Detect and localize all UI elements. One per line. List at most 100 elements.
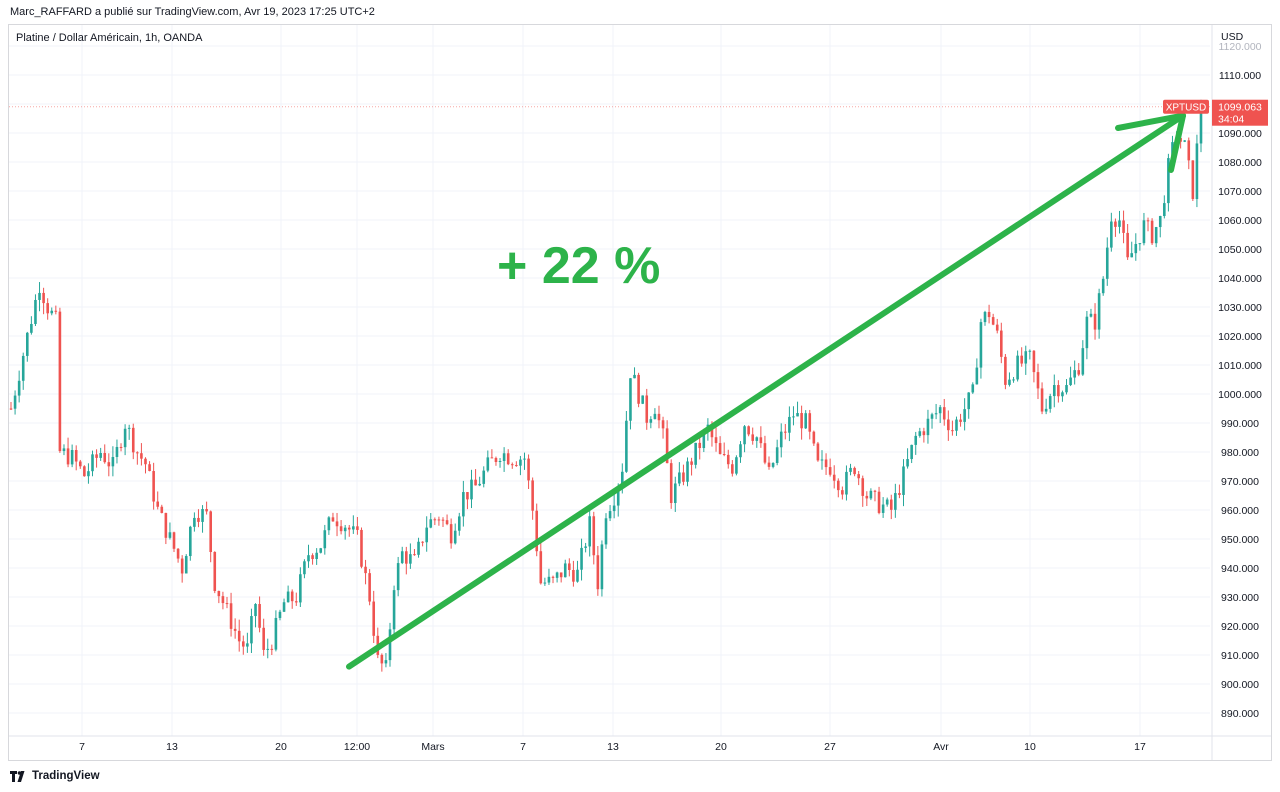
candle-body <box>225 603 229 605</box>
y-tick-label: 1010.000 <box>1218 360 1262 372</box>
footer-brand-text: TradingView <box>32 770 100 782</box>
candle-body <box>612 505 616 512</box>
candle-body <box>926 418 930 436</box>
candle-body <box>857 474 860 479</box>
candle-body <box>1150 220 1154 244</box>
candle-body <box>832 474 836 481</box>
candle-body <box>751 434 755 441</box>
candle-body <box>934 413 938 415</box>
candle-body <box>95 454 98 458</box>
candle-body <box>621 471 624 487</box>
candle-body <box>588 516 591 547</box>
candle-body <box>523 458 526 460</box>
candle-body <box>478 483 481 486</box>
candle-body <box>726 454 730 465</box>
candle-body <box>918 431 922 436</box>
x-tick-label: 27 <box>824 741 836 753</box>
candle-body <box>1057 385 1060 397</box>
candle-body <box>201 509 204 522</box>
candle-body <box>160 506 164 513</box>
candle-body <box>731 464 734 474</box>
candle-body <box>559 572 563 578</box>
axes: 890.000 900.000 910.000 920.000 930.000 940.0… <box>9 25 1271 760</box>
candle-body <box>180 558 184 574</box>
tradingview-logo-icon <box>10 770 25 782</box>
x-tick-label: 7 <box>79 741 85 753</box>
candle-body <box>197 517 200 522</box>
last-price-value: 1099.063 <box>1218 102 1262 114</box>
candle-body <box>1093 313 1097 330</box>
candle-body <box>327 517 331 531</box>
candle-body <box>58 311 62 452</box>
candle-body <box>812 431 816 444</box>
candle-body <box>771 462 775 467</box>
candle-body <box>1122 220 1125 233</box>
footer-branding[interactable]: TradingView <box>10 768 100 784</box>
candle-body <box>759 437 763 444</box>
y-tick-label: 960.000 <box>1221 505 1259 517</box>
x-tick-label: 7 <box>520 741 526 753</box>
candle-body <box>474 479 477 486</box>
candle-body <box>111 456 115 467</box>
candle-body <box>1020 355 1023 364</box>
candle-body <box>457 516 461 531</box>
candle-body <box>241 641 245 647</box>
candle-body <box>1081 348 1085 375</box>
candle-body <box>775 447 779 463</box>
candle-body <box>323 530 327 549</box>
candle-body <box>1097 293 1101 330</box>
candle-body <box>959 419 962 422</box>
candle-body <box>184 556 188 574</box>
candle-body <box>979 322 983 368</box>
chart-frame <box>8 24 1272 761</box>
candle-body <box>836 480 840 491</box>
candle-body <box>209 511 212 553</box>
candle-body <box>853 467 856 475</box>
candle-body <box>250 616 253 644</box>
candle-body <box>828 467 832 475</box>
candle-body <box>168 532 172 538</box>
candle-body <box>1048 396 1052 409</box>
y-tick-label: 1110.000 <box>1219 70 1261 82</box>
candle-body <box>861 478 865 496</box>
candle-body <box>246 643 249 647</box>
candle-body <box>824 459 828 468</box>
x-tick-label: 13 <box>166 741 178 753</box>
candle-body <box>1130 253 1134 258</box>
candle-body <box>319 548 323 553</box>
candle-body <box>38 292 41 300</box>
candle-body <box>74 450 78 462</box>
candle-body <box>1032 350 1036 373</box>
candle-body <box>131 427 135 453</box>
candle-body <box>384 660 388 664</box>
candle-body <box>955 419 958 431</box>
x-tick-label: 17 <box>1134 741 1146 753</box>
y-tick-label: 980.000 <box>1221 447 1259 459</box>
trend-arrow-shaft <box>346 112 1186 670</box>
candle-body <box>510 464 514 466</box>
candle-body <box>205 509 208 512</box>
candle-body <box>971 384 975 393</box>
candle-body <box>1012 379 1015 381</box>
candle-body <box>519 459 522 466</box>
bar-countdown: 34:04 <box>1218 114 1244 126</box>
candle-body <box>735 457 738 474</box>
candle-body <box>303 561 306 575</box>
candle-body <box>629 378 632 421</box>
candle-body <box>625 420 628 472</box>
candle-body <box>290 591 294 602</box>
candle-body <box>633 374 636 379</box>
candle-body <box>119 446 123 448</box>
candle-body <box>967 392 971 410</box>
symbol-tag-label: XPTUSD <box>1166 103 1207 114</box>
candle-body <box>148 464 151 472</box>
candle-body <box>213 552 217 591</box>
candle-body <box>665 428 669 464</box>
candle-body <box>869 490 873 499</box>
candle-body <box>881 504 885 513</box>
candle-body <box>156 501 160 507</box>
candle-body <box>698 442 702 449</box>
candle-body <box>78 461 82 467</box>
candle-body <box>1105 247 1109 279</box>
